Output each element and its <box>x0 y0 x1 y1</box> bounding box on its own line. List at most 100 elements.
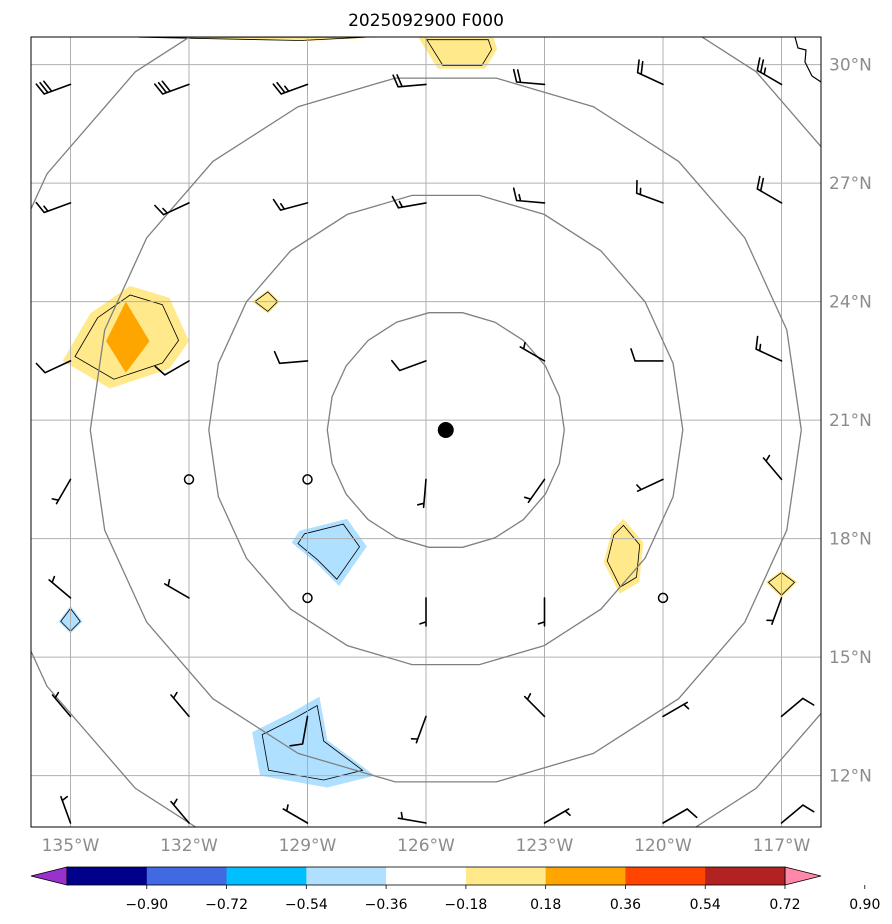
colorbar-bin <box>386 867 467 885</box>
wind-barb <box>756 57 783 86</box>
coastline <box>794 37 821 83</box>
wind-barb <box>392 74 427 88</box>
colorbar-tick-label: −0.72 <box>205 897 248 913</box>
gridlines <box>31 37 821 827</box>
range-ring <box>208 194 684 666</box>
shaded-region <box>106 301 150 373</box>
colorbar-tick-label: −0.18 <box>444 897 487 913</box>
latitude-label: 27°N <box>829 174 872 194</box>
longitude-label: 132°W <box>160 836 218 856</box>
contour-line <box>297 523 360 580</box>
wind-barb <box>170 798 190 824</box>
wind-barb <box>636 478 664 492</box>
latitude-label: 30°N <box>829 56 872 76</box>
wind-barb <box>272 81 309 95</box>
shaded-field <box>58 37 798 788</box>
wind-barb <box>755 335 783 362</box>
wind-barb <box>154 80 190 95</box>
wind-barb <box>512 68 546 86</box>
wind-barb <box>766 597 783 625</box>
colorbar-bin <box>705 867 786 885</box>
wind-barb <box>543 808 571 824</box>
colorbar-tick-label: 0.90 <box>849 897 880 913</box>
range-ring <box>31 37 821 827</box>
longitude-labels: 135°W 132°W 129°W 126°W 123°W 120°W 117°W <box>42 836 811 856</box>
latitude-label: 18°N <box>829 530 872 550</box>
latitude-label: 21°N <box>829 411 872 431</box>
colorbar-bin <box>465 867 547 885</box>
range-rings <box>31 37 821 827</box>
wind-barb <box>657 592 669 604</box>
colorbar-tick-label: 0.72 <box>769 897 800 913</box>
wind-barb <box>272 198 309 211</box>
longitude-label: 135°W <box>42 836 100 856</box>
wind-barb <box>780 804 815 824</box>
wind-barb <box>391 195 427 209</box>
colorbar-tick-label: 0.54 <box>690 897 721 913</box>
wind-barb <box>48 575 72 599</box>
wind-barb <box>410 715 427 744</box>
range-ring <box>326 312 565 548</box>
colorbar-bin <box>306 867 387 885</box>
wind-barbs <box>35 57 815 824</box>
wind-barb <box>282 804 309 824</box>
wind-barb <box>630 348 664 362</box>
shaded-region <box>418 37 498 69</box>
wind-barb <box>756 175 783 204</box>
wind-barb <box>519 341 546 362</box>
colorbar-lower-extend <box>30 866 68 886</box>
colorbar-bin <box>625 867 706 885</box>
wind-barb <box>35 360 72 374</box>
wind-barb <box>419 597 427 627</box>
map-title: 2025092900 F000 <box>348 11 504 31</box>
wind-barb <box>662 808 698 824</box>
colorbar-bin <box>545 867 626 885</box>
wind-barb <box>391 359 427 372</box>
longitude-label: 126°W <box>397 836 455 856</box>
colorbar-upper-extend <box>784 866 822 886</box>
wind-barb <box>636 59 664 86</box>
wind-barb <box>35 80 72 95</box>
colorbar-tick-label: −0.36 <box>365 897 408 913</box>
shaded-region <box>291 518 367 586</box>
longitude-label: 120°W <box>634 836 692 856</box>
wind-barb <box>51 691 72 718</box>
wind-barb <box>154 202 190 216</box>
wind-barb <box>635 179 664 204</box>
wind-barb <box>164 578 190 599</box>
shaded-region <box>252 696 375 788</box>
contour-line <box>74 294 180 380</box>
wind-barb <box>35 201 72 214</box>
latitude-label: 12°N <box>829 767 872 787</box>
colorbar-bin <box>67 867 148 885</box>
wind-barb <box>302 474 313 485</box>
colorbar-tick-label: 0.36 <box>610 897 641 913</box>
colorbar-tick-label: −0.90 <box>125 897 168 913</box>
latitude-labels: 30°N 27°N 24°N 21°N 18°N 15°N 12°N <box>829 56 872 787</box>
colorbar-tick-label: −0.54 <box>285 897 328 913</box>
colorbar-tick-label: 0.18 <box>530 897 561 913</box>
wind-barb <box>780 697 815 718</box>
longitude-label: 117°W <box>753 836 811 856</box>
wind-barb <box>662 701 690 718</box>
longitude-label: 129°W <box>279 836 337 856</box>
wind-barb <box>154 360 190 376</box>
contour-line <box>426 39 493 66</box>
latitude-label: 15°N <box>829 648 872 668</box>
field-contours <box>60 37 796 781</box>
map-frame <box>30 36 822 828</box>
wind-barb <box>51 478 72 505</box>
wind-barb <box>523 693 546 718</box>
longitude-label: 123°W <box>516 836 574 856</box>
wind-barb <box>273 350 309 365</box>
wind-barb <box>397 811 427 824</box>
wind-barb <box>537 597 546 627</box>
wind-barb <box>512 187 546 204</box>
colorbar-bin <box>146 867 228 885</box>
wind-barb <box>183 474 195 485</box>
wind-barb <box>762 454 783 481</box>
storm-center-marker <box>437 422 454 439</box>
range-ring <box>89 77 802 783</box>
colorbar-bin <box>226 867 307 885</box>
